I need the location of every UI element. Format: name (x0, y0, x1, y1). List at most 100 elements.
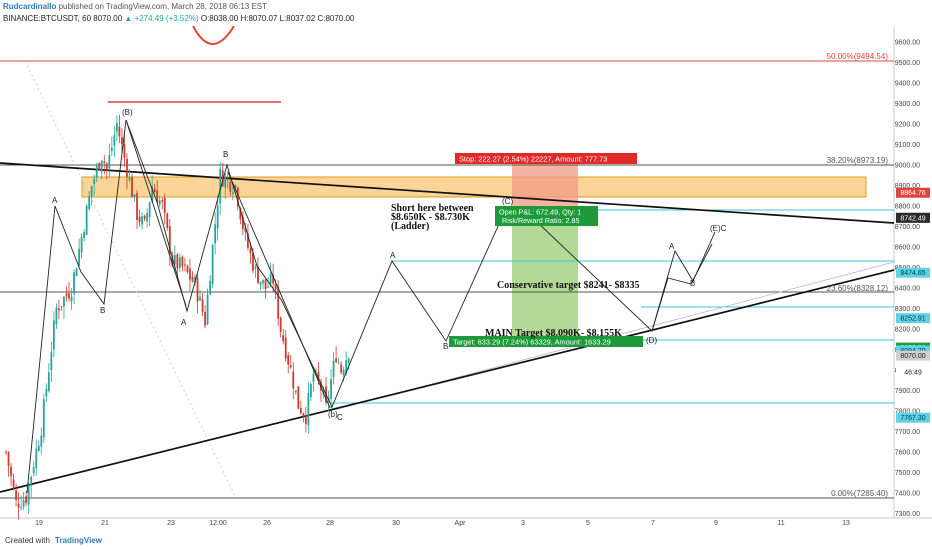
candle-body (209, 280, 212, 295)
candle-body (302, 413, 305, 417)
candlestick-series[interactable] (5, 114, 350, 520)
candle-body (146, 213, 149, 222)
ascending-support-trendline[interactable] (0, 269, 895, 493)
candle-body (279, 317, 282, 332)
candle-body (171, 255, 174, 266)
author-name[interactable]: Rudcardinallo (3, 2, 57, 11)
symbol-name[interactable]: BINANCE:BTCUSDT, 60 (3, 14, 92, 23)
candle-body (95, 166, 98, 178)
price-tag (896, 212, 930, 223)
target-box (449, 336, 643, 347)
price-tick-label: 7700.00 (895, 429, 920, 436)
wave-label-d: (D) (646, 336, 657, 345)
price-tag (896, 350, 930, 361)
candle-body (226, 179, 229, 181)
candle-body (131, 177, 133, 198)
top-red-curve (192, 26, 235, 45)
wave-label-c: (C) (502, 197, 513, 206)
candle-body (186, 265, 189, 273)
short-note-1: Short here between (391, 203, 474, 214)
price-tag-label: 8252.91 (900, 316, 925, 323)
candle-body (88, 196, 91, 210)
price-tag-label: 8070.00 (900, 353, 925, 360)
price-tick-label: 9200.00 (895, 122, 920, 129)
candle-body (75, 268, 78, 277)
time-axis[interactable]: 19 21 23 12:00 26 28 30 Apr 3 5 7 9 11 13 (35, 520, 850, 527)
price-tick-label: 8700.00 (895, 224, 920, 231)
candle-body (299, 408, 302, 414)
price-tick-label: 8300.00 (895, 306, 920, 313)
candle-body (196, 277, 199, 302)
candle-body (143, 215, 146, 220)
candle-body (151, 186, 154, 202)
ohlc-line: BINANCE:BTCUSDT, 60 8070.00 ▲ +274.49 (+… (3, 14, 354, 24)
wave-label-b1: B (100, 306, 105, 315)
pnl-box (495, 206, 598, 226)
wave-label-a3: A (390, 251, 396, 260)
price-tag (896, 187, 930, 198)
price-axis[interactable]: 7300.00 7400.00 7500.00 7600.00 7700.00 7800.… (895, 40, 920, 519)
open-value: O:8038.00 (200, 14, 239, 23)
price-tag-label: 8742.49 (900, 215, 925, 222)
candle-body (269, 273, 272, 285)
time-tick-label: 7 (651, 520, 655, 527)
price-tag (896, 412, 930, 423)
candle-body (221, 170, 224, 187)
candle-body (257, 266, 259, 284)
candle-body (15, 490, 17, 501)
candle-body (52, 320, 55, 350)
time-tick-label: 9 (714, 520, 718, 527)
candle-body (184, 264, 186, 266)
price-tick-label: 8200.00 (895, 327, 920, 334)
wave-labels: (B) A B A B A B (C) (D) A B (E)C (b) C (52, 108, 727, 422)
price-tag (896, 345, 930, 356)
time-tick-label: 5 (586, 520, 590, 527)
created-with-text: Created with (5, 536, 50, 545)
candle-body (181, 256, 184, 267)
candle-body (133, 194, 136, 198)
candle-body (173, 255, 176, 265)
candle-body (63, 296, 65, 307)
descending-resistance-trendline[interactable] (0, 162, 895, 224)
candle-body (163, 198, 166, 213)
candle-body (194, 276, 196, 283)
time-tick-label: 21 (101, 520, 109, 527)
price-chart[interactable]: (B) A B A B A B (C) (D) A B (E)C (b) C S… (0, 26, 932, 532)
candle-body (236, 187, 239, 207)
price-tag-label: 8864.76 (900, 190, 925, 197)
pnl-box-text-2: Risk/Reward Ratio: 2.85 (502, 216, 580, 225)
candle-body (42, 399, 45, 438)
low-value: L:8037.02 (279, 14, 316, 23)
price-tick-label: 9400.00 (895, 81, 920, 88)
candle-body (277, 286, 280, 319)
plot-area[interactable] (0, 26, 894, 518)
projection-path-alt (651, 243, 713, 332)
candle-body (287, 354, 290, 365)
candle-body (45, 388, 48, 397)
time-tick-label: Apr (455, 520, 467, 527)
candle-body (342, 369, 345, 376)
candle-body (32, 467, 35, 474)
candle-body (73, 272, 75, 294)
candle-body (58, 308, 60, 311)
price-tick-label: 9000.00 (895, 163, 920, 170)
candle-body (115, 123, 118, 132)
candle-body (204, 312, 206, 326)
tradingview-logo[interactable]: TradingView (55, 536, 102, 545)
candle-body (312, 374, 315, 382)
candle-body (136, 193, 138, 221)
price-tick-label: 9300.00 (895, 101, 920, 108)
fib-382-label: 38.20%(8973.19) (827, 156, 889, 165)
candle-body (50, 352, 53, 371)
candle-body (60, 305, 63, 307)
wave-label-b-top: (B) (122, 108, 133, 117)
candle-body (176, 254, 179, 269)
time-tick-label: 13 (842, 520, 850, 527)
candle-body (83, 231, 86, 239)
candle-body (35, 448, 38, 468)
candle-body (219, 168, 222, 204)
candle-body (199, 296, 201, 301)
candle-body (113, 135, 116, 146)
wave-label-c-low: C (337, 413, 343, 422)
price-tag-label: 7767.30 (900, 415, 925, 422)
